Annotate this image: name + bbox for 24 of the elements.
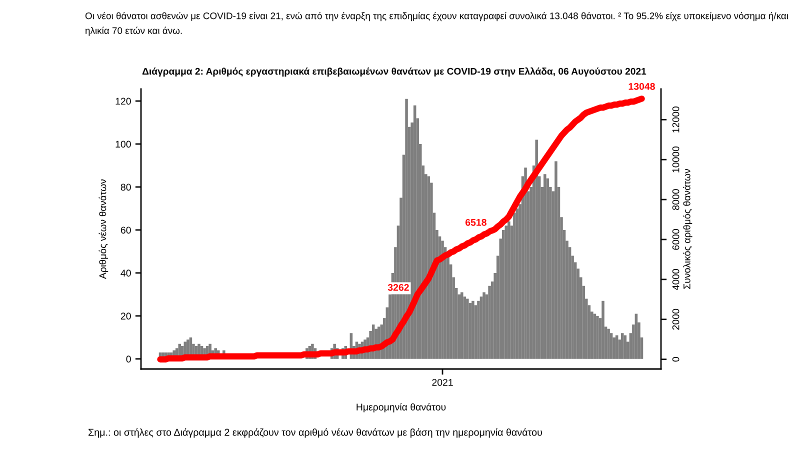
data-label: 6518 <box>465 218 486 226</box>
y2-tick-label: 10000 <box>672 146 680 172</box>
y2-axis-title: Συνολικός αριθμός θανάτων <box>682 168 692 289</box>
y-tick-label: 60 <box>120 226 131 234</box>
y2-tick-label: 0 <box>672 356 680 362</box>
data-label: 3262 <box>388 284 409 291</box>
y-tick-label: 120 <box>116 98 131 105</box>
text: Σημ.: οι στήλες στο Διάγραμμα 2 εκφράζουν τον αριθμό νέων θανάτων με βάση την ημερομηνία θανάτου <box>88 428 542 438</box>
y-tick-label: 0 <box>126 356 131 363</box>
y2-tick-label: 4000 <box>672 268 680 290</box>
y-tick-label: 20 <box>120 312 131 320</box>
x-tick-label: 2021 <box>432 378 453 386</box>
y-tick-label: 80 <box>120 184 131 191</box>
y-tick-label: 100 <box>116 140 131 148</box>
y2-tick-label: 2000 <box>672 308 680 330</box>
chart-title: Διάγραμμα 2: Αριθμός εργαστηριακά επιβεβαιωμένων θανάτων με COVID-19 στην Ελλάδα, 06 Αυγούστου 2021 <box>142 67 646 77</box>
y-axis-title: Αριθμός νέων θανάτων <box>98 179 108 279</box>
text: Οι νέοι θάνατοι ασθενών με COVID-19 είναι 21, ενώ από την έναρξη της επιδημίας έχουν καταγραφεί συνολικά 13.048 θάνατοι. ² Το 95.2% είχε υποκείμενο νόσημα ή/και ηλικία 70 ετών και άνω. <box>85 12 788 36</box>
y2-tick-label: 12000 <box>672 106 680 132</box>
data-label: 13048 <box>628 82 655 90</box>
y2-tick-label: 8000 <box>672 189 680 210</box>
y-tick-label: 40 <box>120 270 131 277</box>
x-axis-title: Ημερομηνία θανάτου <box>356 403 446 412</box>
y2-tick-label: 6000 <box>672 229 680 250</box>
